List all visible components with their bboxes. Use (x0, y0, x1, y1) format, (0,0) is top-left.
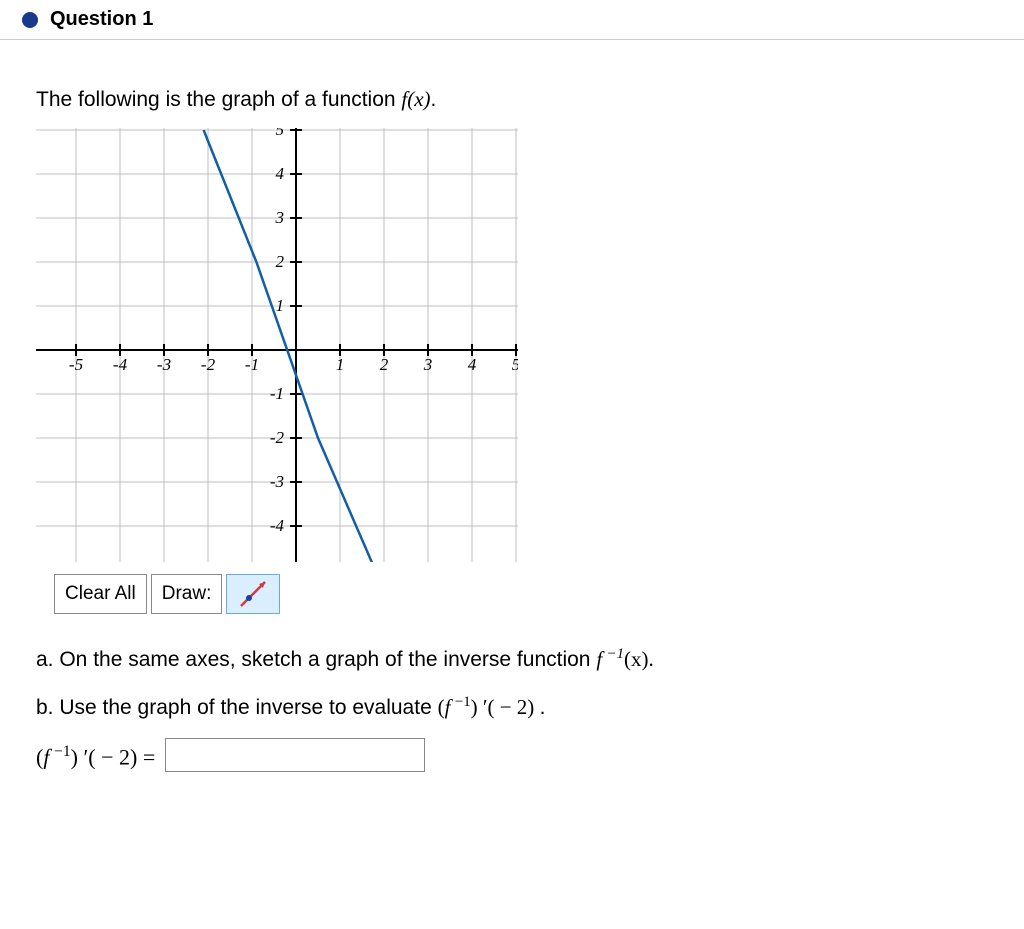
graph-svg[interactable]: -5 -4 -3 -2 -1 1 2 3 4 5 -4 -3 -2 -1 1 2 3 4 5 (36, 128, 518, 562)
svg-text:-2: -2 (270, 428, 285, 447)
part-a: a. On the same axes, sketch a graph of t… (36, 642, 988, 672)
part-a-fn: f −1 (596, 647, 624, 671)
part-a-var: (x) (624, 647, 649, 671)
svg-text:-1: -1 (270, 384, 284, 403)
svg-text:3: 3 (275, 208, 285, 227)
answer-row: (f −1) ′( − 2) = (36, 738, 988, 772)
part-a-text: a. On the same axes, sketch a graph of t… (36, 648, 596, 671)
svg-text:-4: -4 (270, 516, 285, 535)
part-b: b. Use the graph of the inverse to evalu… (36, 690, 988, 720)
question-title: Question 1 (50, 8, 153, 31)
clear-all-label: Clear All (65, 583, 136, 605)
svg-text:3: 3 (423, 355, 433, 374)
svg-text:4: 4 (468, 355, 477, 374)
part-b-expr: (f −1) ′( − 2) (438, 695, 540, 719)
svg-text:2: 2 (276, 252, 285, 271)
svg-text:-2: -2 (201, 355, 216, 374)
svg-text:-3: -3 (270, 472, 284, 491)
clear-all-button[interactable]: Clear All (54, 574, 147, 614)
prompt-fn: f(x) (401, 87, 430, 111)
svg-text:5: 5 (512, 355, 518, 374)
draw-label-button[interactable]: Draw: (151, 574, 223, 614)
question-content: The following is the graph of a function… (0, 40, 1024, 798)
answer-lhs: (f −1) ′( − 2) = (36, 740, 155, 770)
draw-line-tool-button[interactable] (226, 574, 280, 614)
svg-text:-5: -5 (69, 355, 83, 374)
prompt-prefix: The following is the graph of a function (36, 88, 401, 111)
svg-text:-1: -1 (245, 355, 259, 374)
graph-container: -5 -4 -3 -2 -1 1 2 3 4 5 -4 -3 -2 -1 1 2 3 4 5 (36, 128, 988, 562)
draw-label-text: Draw: (162, 583, 212, 605)
svg-text:-4: -4 (113, 355, 128, 374)
answer-input[interactable] (165, 738, 425, 772)
prompt-text: The following is the graph of a function… (36, 87, 988, 112)
svg-text:4: 4 (276, 164, 285, 183)
question-header: Question 1 (0, 0, 1024, 40)
parts: a. On the same axes, sketch a graph of t… (36, 642, 988, 772)
svg-text:1: 1 (336, 355, 345, 374)
part-b-suffix: . (540, 696, 546, 719)
svg-text:1: 1 (276, 296, 285, 315)
prompt-suffix: . (431, 88, 437, 111)
svg-text:-3: -3 (157, 355, 171, 374)
svg-text:2: 2 (380, 355, 389, 374)
status-dot-icon (22, 12, 38, 28)
svg-text:5: 5 (276, 128, 285, 139)
line-tool-icon (237, 578, 269, 610)
part-b-text: b. Use the graph of the inverse to evalu… (36, 696, 438, 719)
drawing-toolbar: Clear All Draw: (54, 574, 988, 614)
